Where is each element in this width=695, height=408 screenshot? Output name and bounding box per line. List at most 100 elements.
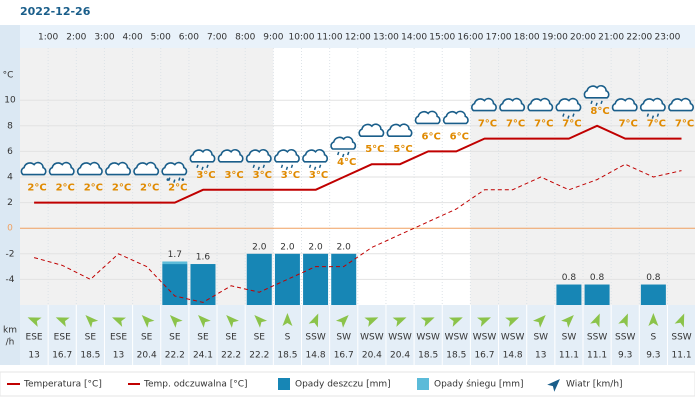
wind-arrow (198, 315, 211, 328)
cloud (105, 161, 131, 176)
wind-speed: 9.3 (618, 351, 632, 361)
wind-direction: SE (85, 333, 97, 343)
wind-speed: 16.7 (334, 351, 354, 361)
weather-icon (499, 97, 526, 112)
wind-speed: 13 (28, 351, 39, 361)
temperature-label: 7°C (619, 119, 638, 130)
cloud (274, 149, 300, 163)
temperature-line (34, 124, 682, 204)
precip-label: 2.0 (280, 242, 295, 252)
y-tick-label: 2 (7, 198, 13, 208)
legend-label: Temperatura [°C] (23, 380, 102, 390)
y-tick-label: -4 (6, 275, 15, 285)
wind-direction: SSW (671, 333, 691, 343)
rain-bar (584, 284, 610, 305)
wind-arrow (505, 317, 520, 327)
wind-arrow (561, 315, 574, 328)
hour-label: 21:00 (598, 33, 624, 43)
temperature-label: 2°C (112, 183, 131, 194)
rain-drop (290, 164, 294, 169)
cloud (414, 110, 441, 125)
hour-label: 7:00 (207, 33, 227, 43)
rain-drop (318, 164, 322, 169)
temperature-label: 2°C (168, 183, 187, 194)
cloud (245, 149, 272, 163)
hour-label: 17:00 (486, 33, 512, 43)
temperature-label: 5°C (365, 144, 384, 155)
hour-label: 11:00 (317, 33, 343, 43)
wind-speed: 22.2 (165, 351, 185, 361)
hour-label: 20:00 (570, 33, 596, 43)
wind-speed: 20.4 (390, 351, 410, 361)
wind-arrow (308, 313, 319, 328)
wind-speed: 22.2 (249, 351, 269, 361)
rain-drop (600, 100, 603, 105)
cloud (442, 110, 469, 125)
wind-direction: SE (225, 333, 237, 343)
cloud (302, 149, 328, 163)
legend-swatch (278, 378, 290, 390)
wind-direction: SE (254, 333, 266, 343)
date: 2022-12-26 (20, 5, 91, 18)
rain-drop (285, 166, 289, 171)
hour-label: 4:00 (122, 33, 142, 43)
rain-drop (280, 164, 284, 169)
temperature-label: 7°C (675, 119, 694, 130)
legend-label: Opady śniegu [mm] (434, 379, 523, 390)
rain-drop (206, 164, 209, 169)
cloud (358, 123, 385, 137)
wind-arrow (282, 313, 293, 326)
y-tick-label: 4 (7, 173, 13, 183)
precip-label: 1.7 (168, 250, 182, 260)
cloud (189, 149, 216, 163)
wind-direction: SW (562, 333, 577, 343)
y-tick-label: 0 (7, 224, 13, 234)
wind-arrow (648, 313, 659, 326)
wind-speed: 20.4 (362, 351, 382, 361)
wind-arrow (112, 317, 126, 327)
rain-drop (313, 166, 317, 171)
weather-icon (189, 149, 216, 171)
rain-drop (651, 115, 655, 119)
wind-direction: WSW (360, 333, 384, 343)
wind-speed: 14.8 (503, 351, 523, 361)
wind-direction: SSW (305, 333, 325, 343)
snow-bar (162, 261, 188, 265)
weather-icon (611, 97, 638, 112)
snow-flake (181, 178, 185, 181)
y-unit: °C (3, 71, 14, 81)
wind-arrow (169, 315, 183, 328)
temperature-label: 5°C (393, 144, 412, 155)
rain-drop (347, 151, 350, 156)
hour-label: 10:00 (289, 33, 315, 43)
temperature-label: 3°C (281, 170, 300, 181)
cloud (668, 97, 694, 112)
wind-speed: 11.1 (587, 351, 607, 361)
hour-label: 9:00 (263, 33, 283, 43)
wind-speed: 18.5 (418, 351, 438, 361)
rain-drop (595, 102, 598, 107)
cloud (611, 97, 638, 112)
rain-drop (178, 177, 181, 181)
precip-label: 0.8 (562, 273, 577, 283)
rain-drop (656, 113, 660, 117)
weather-icon (442, 110, 469, 125)
precip-label: 0.8 (590, 273, 605, 283)
wind-direction: WSW (388, 333, 412, 343)
weather-icon (358, 123, 385, 137)
legend-label: Opady deszczu [mm] (295, 380, 391, 390)
wind-arrow (226, 315, 239, 328)
weather-icon (48, 161, 75, 176)
rain-drop (590, 100, 593, 105)
wind-direction: S (651, 333, 657, 343)
cloud (471, 97, 497, 112)
wind-arrow (141, 315, 155, 328)
weather-icon (76, 161, 103, 176)
legend-label: Temp. odczuwalna [°C] (143, 380, 248, 390)
temperature-label: 7°C (647, 119, 666, 130)
cloud (217, 149, 244, 163)
wind-speed: 22.2 (221, 351, 241, 361)
wind-direction: WSW (501, 333, 525, 343)
rain-drop (572, 113, 575, 117)
wind-unit: /h (6, 338, 15, 348)
